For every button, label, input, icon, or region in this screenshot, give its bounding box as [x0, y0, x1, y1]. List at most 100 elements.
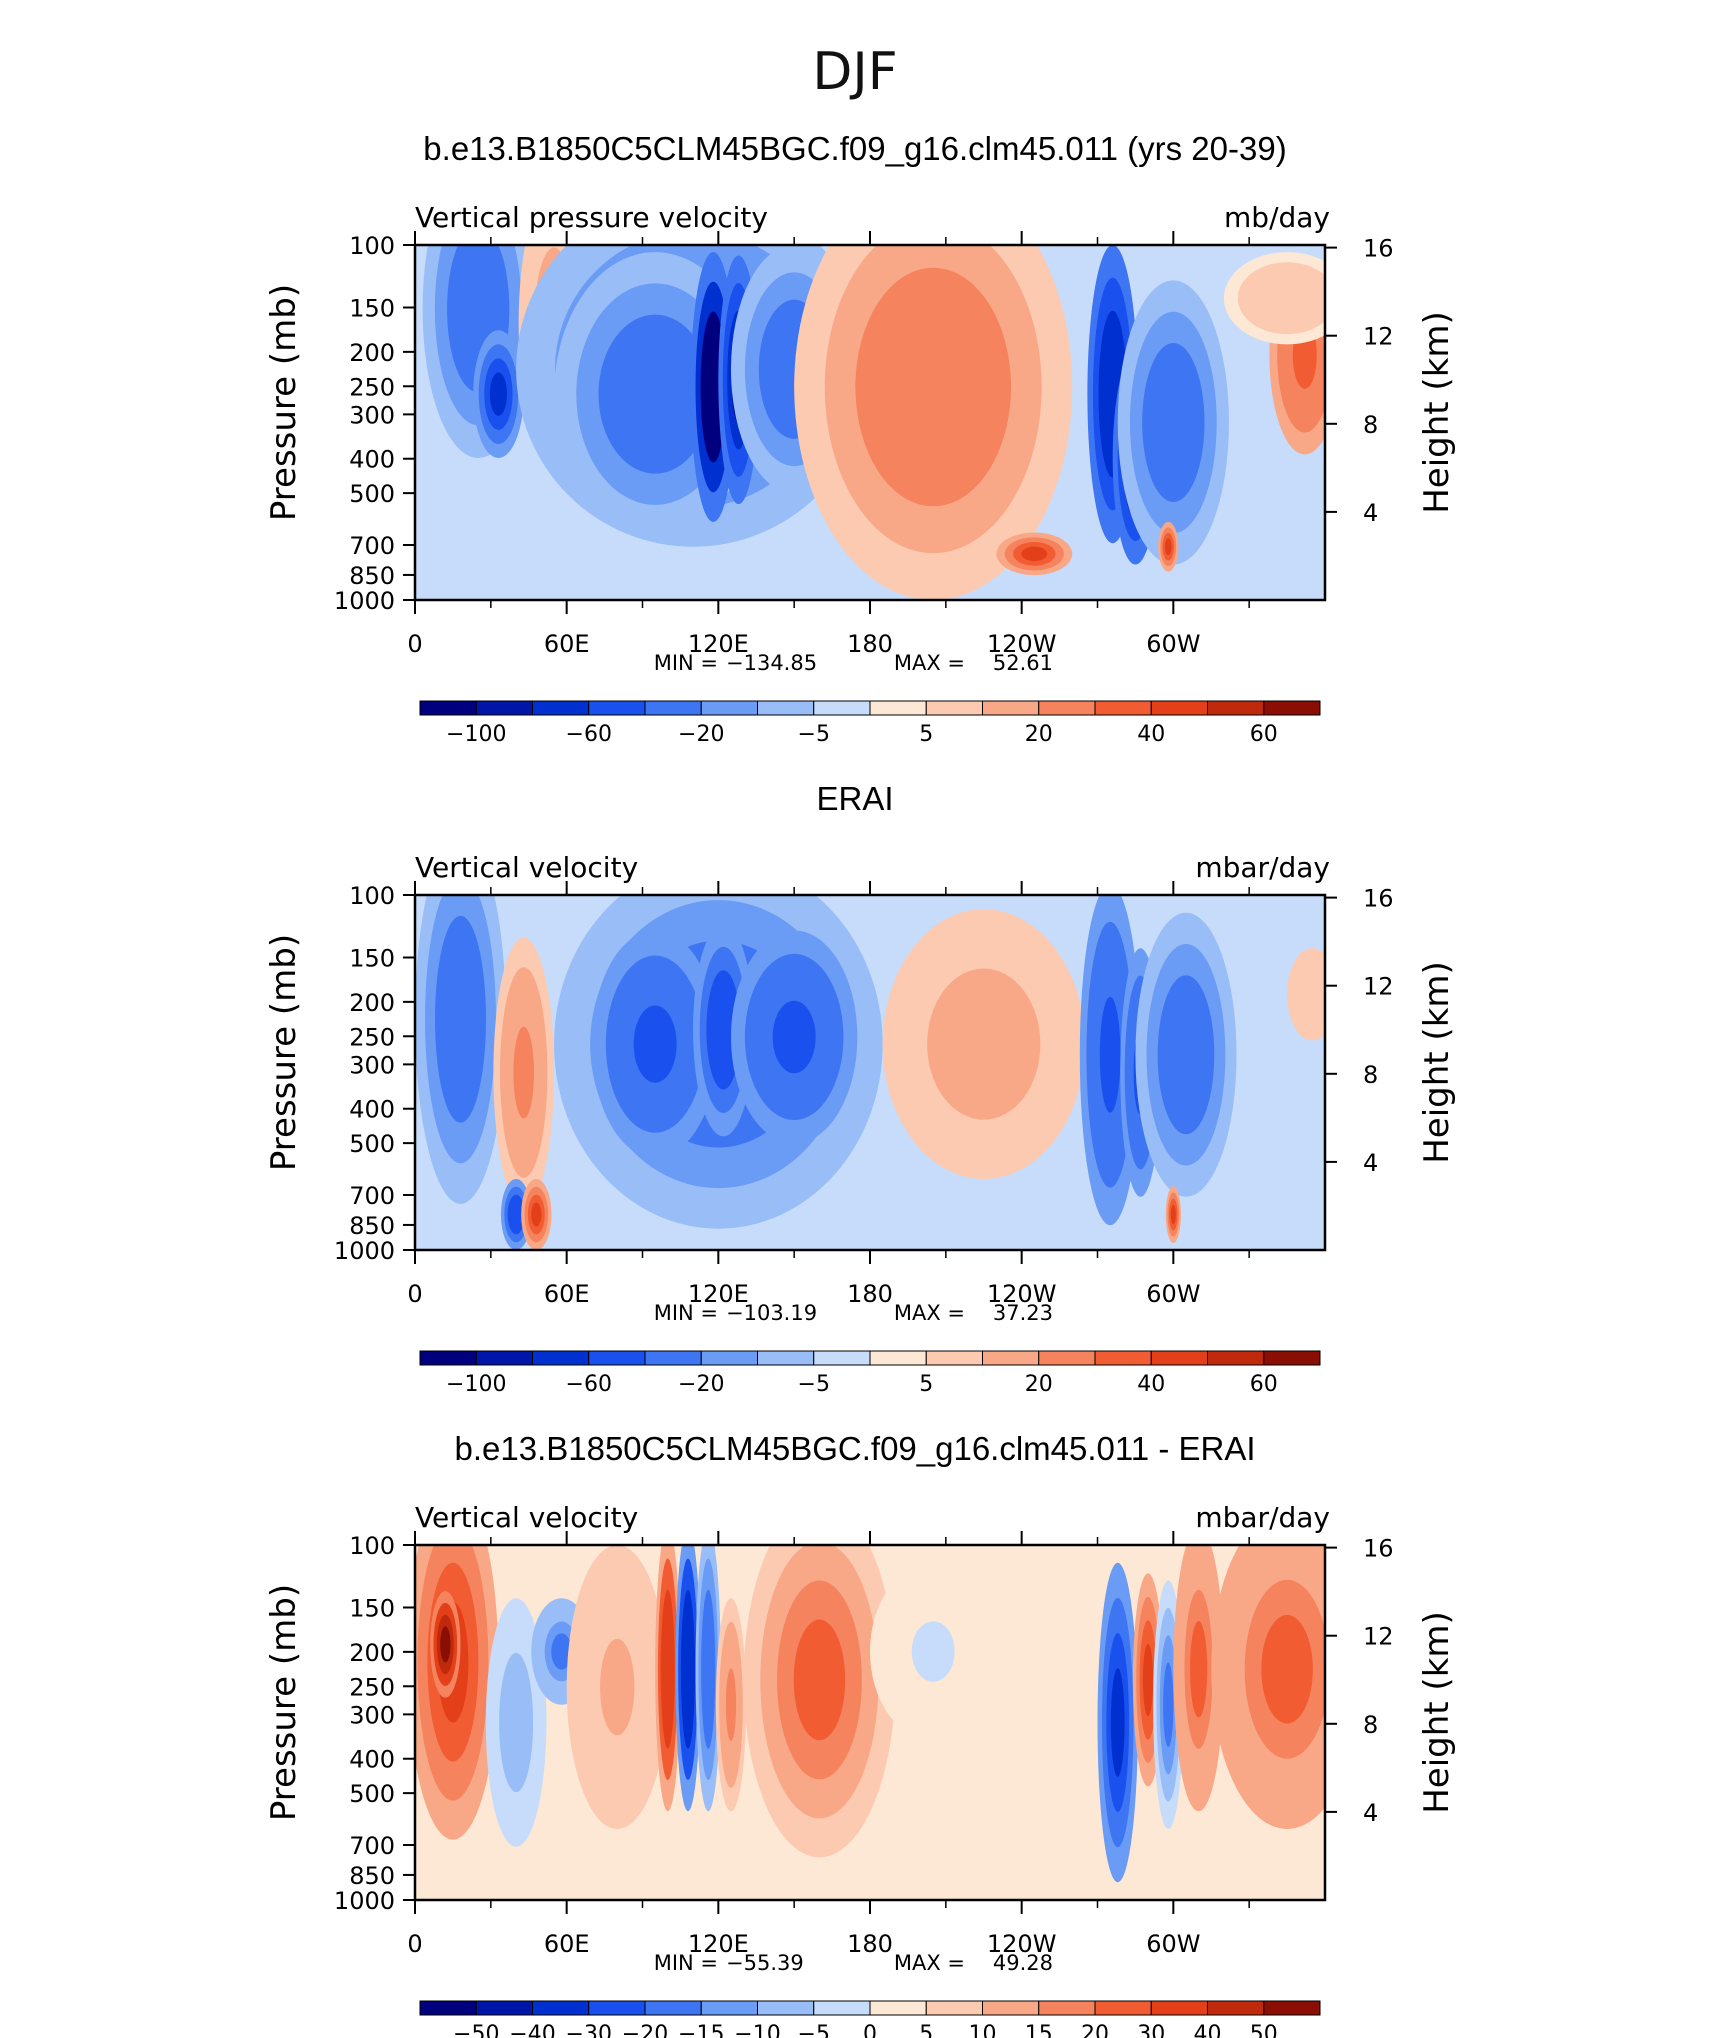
colorbar-label: −15: [678, 2022, 724, 2038]
contour-region: [513, 1026, 535, 1119]
y2-tick-label: 8: [1363, 411, 1378, 439]
x-tick-label: 60W: [1146, 1930, 1200, 1958]
contour-region: [911, 1621, 955, 1682]
contour-region: [1154, 374, 1193, 471]
x-tick-label: 0: [407, 1930, 422, 1958]
field-label: Vertical pressure velocity: [415, 201, 768, 234]
y-tick-label: 400: [349, 446, 395, 474]
colorbar-swatch: [532, 1350, 590, 1366]
contour-region: [949, 998, 1019, 1090]
x-tick-label: 120W: [987, 630, 1057, 658]
x-tick-label: 180: [847, 1930, 893, 1958]
colorbar-swatch: [1207, 1350, 1265, 1366]
colorbar-label: −50: [453, 2022, 499, 2038]
colorbar-label: −20: [678, 722, 724, 747]
max-label: MAX =: [894, 651, 965, 675]
min-value: −55.39: [726, 1951, 804, 1975]
colorbar-label: 10: [969, 2022, 997, 2038]
colorbar-swatch: [700, 2000, 758, 2016]
x-tick-label: 0: [407, 630, 422, 658]
colorbar-swatch: [588, 700, 646, 716]
colorbar-swatch: [1038, 1350, 1096, 1366]
colorbar-label: 20: [1025, 1372, 1053, 1397]
colorbar-swatch: [1094, 2000, 1152, 2016]
y-tick-label: 500: [349, 1780, 395, 1808]
y-tick-label: 150: [349, 945, 395, 973]
colorbar-label: −5: [798, 1372, 830, 1397]
colorbar-label: 40: [1194, 2022, 1222, 2038]
x-tick-label: 60W: [1146, 630, 1200, 658]
y-tick-label: 150: [349, 295, 395, 323]
colorbar-label: 5: [919, 1372, 933, 1397]
y-tick-label: 200: [349, 989, 395, 1017]
x-tick-label: 120W: [987, 1280, 1057, 1308]
y-tick-label: 150: [349, 1595, 395, 1623]
max-label: MAX =: [894, 1301, 965, 1325]
colorbar-swatch: [419, 1350, 477, 1366]
colorbar-swatch: [757, 1350, 815, 1366]
contour-region: [1261, 1614, 1313, 1724]
chart-title: ERAI: [816, 780, 894, 817]
y-tick-label: 300: [349, 1701, 395, 1729]
contour-region: [725, 1668, 737, 1741]
colorbar-swatch: [532, 2000, 590, 2016]
colorbar-label: 5: [919, 722, 933, 747]
y-tick-label: 200: [349, 1639, 395, 1667]
colorbar-label: 0: [863, 2022, 877, 2038]
contour-region: [1164, 538, 1172, 556]
colorbar-label: −60: [566, 1372, 612, 1397]
colorbar-swatch: [1038, 700, 1096, 716]
colorbar-swatch: [982, 700, 1040, 716]
x-tick-label: 120W: [987, 1930, 1057, 1958]
chart-title: b.e13.B1850C5CLM45BGC.f09_g16.clm45.011 …: [423, 130, 1287, 167]
y2-tick-label: 4: [1363, 1799, 1378, 1827]
colorbar-swatch: [475, 2000, 533, 2016]
y-tick-label: 1000: [334, 1887, 395, 1915]
contour-region: [772, 1000, 816, 1074]
colorbar-swatch: [869, 1350, 927, 1366]
colorbar-swatch: [1150, 2000, 1208, 2016]
colorbar-swatch: [1263, 700, 1321, 716]
colorbar-label: −10: [734, 2022, 780, 2038]
x-tick-label: 120E: [688, 1930, 749, 1958]
x-tick-label: 180: [847, 630, 893, 658]
y-tick-label: 700: [349, 1182, 395, 1210]
field-label: Vertical velocity: [415, 1501, 638, 1534]
colorbar-label: 60: [1250, 722, 1278, 747]
min-label: MIN =: [654, 1951, 718, 1975]
y-tick-label: 1000: [334, 1237, 395, 1265]
y-tick-label: 850: [349, 1862, 395, 1890]
colorbar-swatch: [588, 1350, 646, 1366]
y-tick-label: 100: [349, 882, 395, 910]
colorbar-swatch: [982, 2000, 1040, 2016]
contour-region: [459, 258, 498, 360]
colorbar-swatch: [1150, 700, 1208, 716]
colorbar-swatch: [532, 700, 590, 716]
colorbar-swatch: [813, 700, 871, 716]
colorbar-label: −60: [566, 722, 612, 747]
min-label: MIN =: [654, 1301, 718, 1325]
colorbar-label: −40: [509, 2022, 555, 2038]
y2-axis-label: Height (km): [1417, 311, 1457, 514]
colorbar-swatch: [700, 1350, 758, 1366]
colorbar-label: 40: [1137, 1372, 1165, 1397]
y-axis-label: Pressure (mb): [264, 1584, 304, 1821]
colorbar-swatch: [1150, 1350, 1208, 1366]
max-value: 37.23: [993, 1301, 1053, 1325]
contour-field: [422, 245, 1325, 600]
contour-region: [1110, 1668, 1125, 1777]
chart-canvas: Vertical velocity mbar/day100150200250300…: [264, 1501, 1457, 2038]
y-tick-label: 400: [349, 1746, 395, 1774]
colorbar-swatch: [1207, 700, 1265, 716]
contour-region: [1303, 978, 1321, 1011]
x-tick-label: 120E: [688, 1280, 749, 1308]
field-label: Vertical velocity: [415, 851, 638, 884]
contour-region: [633, 1005, 677, 1083]
x-tick-label: 60E: [544, 1930, 590, 1958]
colorbar-swatch: [644, 1350, 702, 1366]
chart-panel-difference: b.e13.B1850C5CLM45BGC.f09_g16.clm45.011 …: [0, 1430, 1710, 2038]
y2-tick-label: 8: [1363, 1711, 1378, 1739]
y-tick-label: 850: [349, 562, 395, 590]
y2-tick-label: 12: [1363, 1623, 1394, 1651]
colorbar-swatch: [644, 2000, 702, 2016]
